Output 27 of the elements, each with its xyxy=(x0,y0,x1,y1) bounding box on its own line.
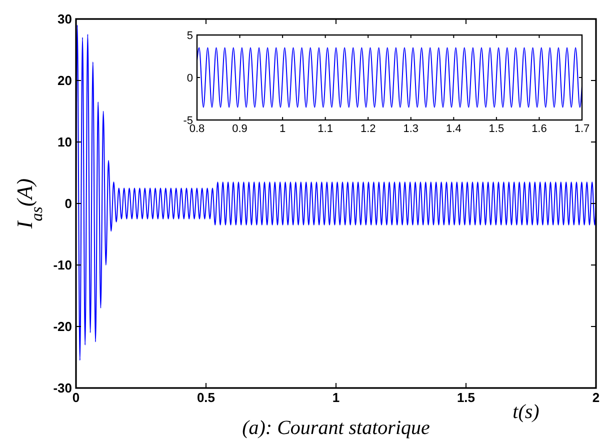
x-tick-label: 0.9 xyxy=(232,123,248,135)
x-tick-label: 1.2 xyxy=(360,123,376,135)
x-tick-label: 1 xyxy=(332,390,340,405)
y-tick-label: 30 xyxy=(58,12,72,27)
y-tick-label: 5 xyxy=(186,30,193,42)
x-tick-label: 1.5 xyxy=(456,390,476,405)
x-tick-label: 1 xyxy=(279,123,286,135)
line-series xyxy=(196,47,582,108)
x-tick-label: 1.5 xyxy=(488,123,504,135)
y-tick-label: -20 xyxy=(53,319,72,334)
y-tick-label: 20 xyxy=(58,73,72,88)
x-tick-label: 0.5 xyxy=(196,390,216,405)
x-tick-label: 2 xyxy=(592,390,600,405)
x-tick-label: 1.6 xyxy=(532,123,547,135)
y-tick-label: 10 xyxy=(58,134,72,150)
line-series xyxy=(76,24,596,361)
x-tick-label: 1.3 xyxy=(403,123,419,135)
text: (a): Courant statorique xyxy=(242,417,430,439)
x-axis-title: t(s) xyxy=(512,401,540,423)
x-tick-label: 1.7 xyxy=(574,123,590,135)
y-tick-label: -10 xyxy=(53,258,72,273)
x-tick-label: 0.8 xyxy=(189,123,205,135)
x-tick-label: 1.4 xyxy=(446,123,462,135)
y-tick-label: 0 xyxy=(186,72,193,84)
y-tick-label: 0 xyxy=(64,196,72,212)
x-tick-label: 1.1 xyxy=(318,123,333,135)
y-tick-label: -30 xyxy=(53,380,72,396)
